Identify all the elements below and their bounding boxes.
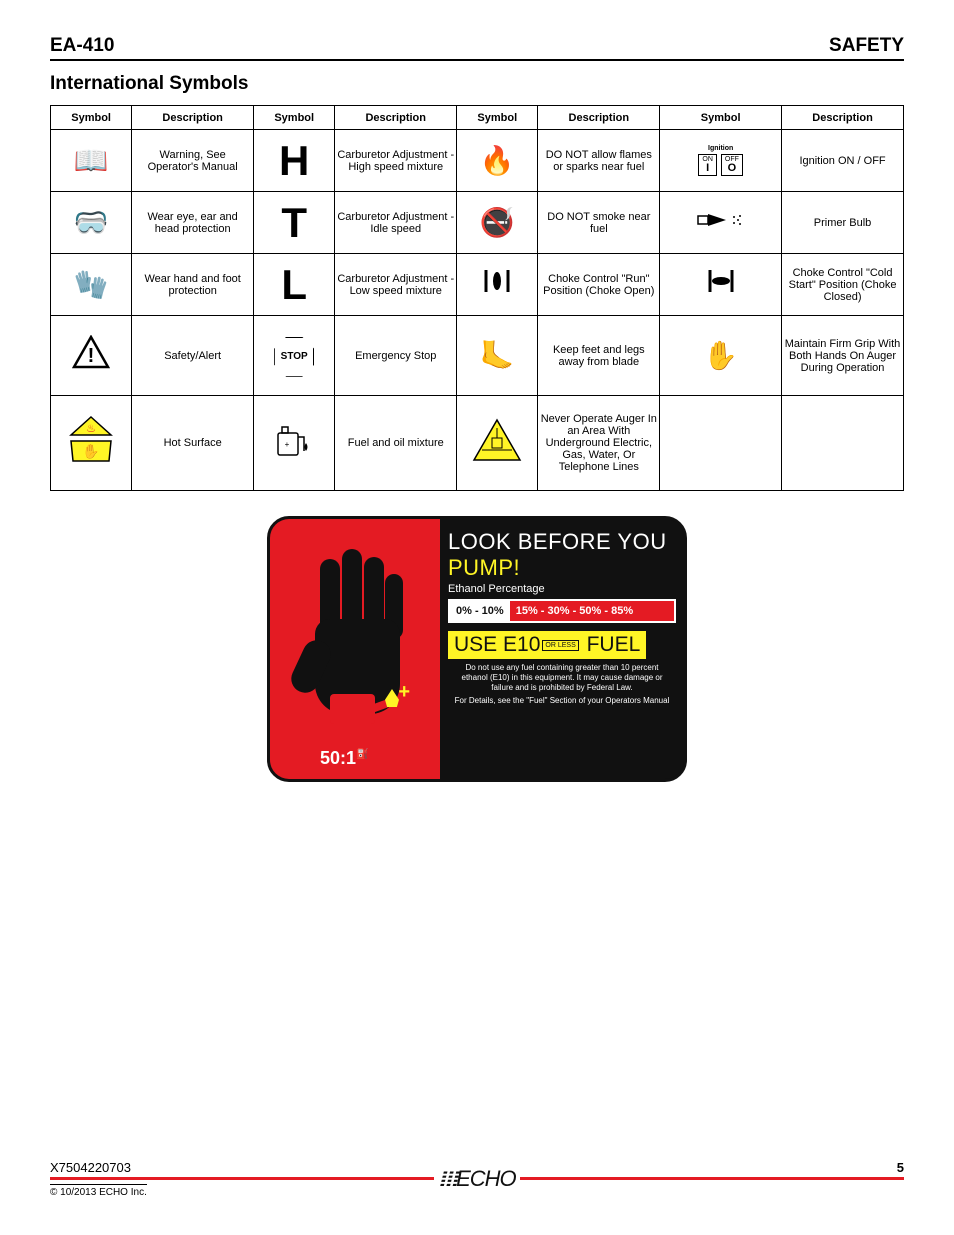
echo-logo: 𝍖ECHO: [434, 1166, 519, 1192]
symbol-description: Choke Control "Run" Position (Choke Open…: [538, 254, 660, 316]
column-header: Description: [782, 106, 904, 130]
column-header: Symbol: [457, 106, 538, 130]
column-header: Description: [335, 106, 457, 130]
column-header: Symbol: [660, 106, 782, 130]
page-header: EA-410 SAFETY: [50, 35, 904, 61]
column-header: Description: [538, 106, 660, 130]
symbol-description: Carburetor Adjustment - Idle speed: [335, 192, 457, 254]
symbol-description: Carburetor Adjustment - Low speed mixtur…: [335, 254, 457, 316]
table-row: ♨✋Hot Surface+Fuel and oil mixtureNever …: [51, 396, 904, 491]
ethanol-label: Ethanol Percentage: [448, 583, 676, 595]
fine-print-1: Do not use any fuel containing greater t…: [448, 663, 676, 693]
symbol-description: Carburetor Adjustment - High speed mixtu…: [335, 130, 457, 192]
symbol-cell: T: [254, 192, 335, 254]
symbol-cell: 🦶: [457, 316, 538, 396]
svg-text:✋: ✋: [82, 443, 99, 459]
svg-text:!: !: [88, 345, 95, 367]
table-row: ! Safety/AlertSTOPEmergency Stop🦶Keep fee…: [51, 316, 904, 396]
empty-cell: [660, 396, 782, 491]
use-e10-heading: USE E10OR LESS FUEL: [448, 631, 646, 659]
table-row: 🧤Wear hand and foot protectionLCarbureto…: [51, 254, 904, 316]
page-number: 5: [897, 1160, 904, 1175]
mix-ratio: 50:1⛽: [320, 748, 368, 769]
symbol-cell: IgnitionONIOFFO: [660, 130, 782, 192]
hand-graphic: + 50:1⛽: [270, 519, 440, 779]
symbol-cell: !: [51, 316, 132, 396]
symbol-description: Primer Bulb: [782, 192, 904, 254]
symbol-cell: [660, 192, 782, 254]
symbol-description: Safety/Alert: [132, 316, 254, 396]
symbol-description: DO NOT smoke near fuel: [538, 192, 660, 254]
symbol-cell: [660, 254, 782, 316]
symbol-cell: ✋: [660, 316, 782, 396]
symbol-cell: 🔥: [457, 130, 538, 192]
symbol-cell: 📖: [51, 130, 132, 192]
symbol-cell: 🚭: [457, 192, 538, 254]
symbol-description: Keep feet and legs away from blade: [538, 316, 660, 396]
look-heading: LOOK BEFORE YOU PUMP!: [448, 529, 676, 581]
symbol-cell: 🧤: [51, 254, 132, 316]
section-title: International Symbols: [50, 73, 904, 95]
fine-print-2: For Details, see the "Fuel" Section of y…: [448, 696, 676, 706]
symbol-cell: 🥽: [51, 192, 132, 254]
table-row: 🥽Wear eye, ear and head protectionTCarbu…: [51, 192, 904, 254]
symbol-description: Ignition ON / OFF: [782, 130, 904, 192]
symbol-cell: STOP: [254, 316, 335, 396]
allowed-pct: 0% - 10%: [450, 601, 510, 621]
copyright: © 10/2013 ECHO Inc.: [50, 1184, 147, 1198]
symbol-cell: L: [254, 254, 335, 316]
symbols-table: SymbolDescriptionSymbolDescriptionSymbol…: [50, 105, 904, 491]
symbol-description: Wear hand and foot protection: [132, 254, 254, 316]
part-number: X7504220703: [50, 1160, 131, 1175]
column-header: Description: [132, 106, 254, 130]
symbol-description: Fuel and oil mixture: [335, 396, 457, 491]
symbol-description: DO NOT allow flames or sparks near fuel: [538, 130, 660, 192]
column-header: Symbol: [51, 106, 132, 130]
empty-cell: [782, 396, 904, 491]
symbol-description: Emergency Stop: [335, 316, 457, 396]
symbol-description: Hot Surface: [132, 396, 254, 491]
symbol-cell: +: [254, 396, 335, 491]
symbol-description: Choke Control "Cold Start" Position (Cho…: [782, 254, 904, 316]
symbol-cell: [457, 396, 538, 491]
symbol-description: Warning, See Operator's Manual: [132, 130, 254, 192]
symbol-cell: [457, 254, 538, 316]
model-number: EA-410: [50, 35, 114, 57]
table-row: 📖Warning, See Operator's ManualHCarburet…: [51, 130, 904, 192]
disallowed-pct: 15% - 30% - 50% - 85%: [510, 601, 674, 621]
column-header: Symbol: [254, 106, 335, 130]
symbol-description: Never Operate Auger In an Area With Unde…: [538, 396, 660, 491]
ethanol-percentages: 0% - 10% 15% - 30% - 50% - 85%: [448, 599, 676, 623]
symbol-description: Wear eye, ear and head protection: [132, 192, 254, 254]
section-name: SAFETY: [829, 35, 904, 57]
svg-text:♨: ♨: [86, 423, 96, 435]
svg-text:+: +: [285, 440, 290, 449]
page-footer: X7504220703 5 𝍖ECHO © 10/2013 ECHO Inc.: [50, 1160, 904, 1200]
symbol-cell: ♨✋: [51, 396, 132, 491]
fuel-warning-label: + 50:1⛽ LOOK BEFORE YOU PUMP! Ethanol Pe…: [267, 516, 687, 782]
symbol-cell: H: [254, 130, 335, 192]
symbol-description: Maintain Firm Grip With Both Hands On Au…: [782, 316, 904, 396]
